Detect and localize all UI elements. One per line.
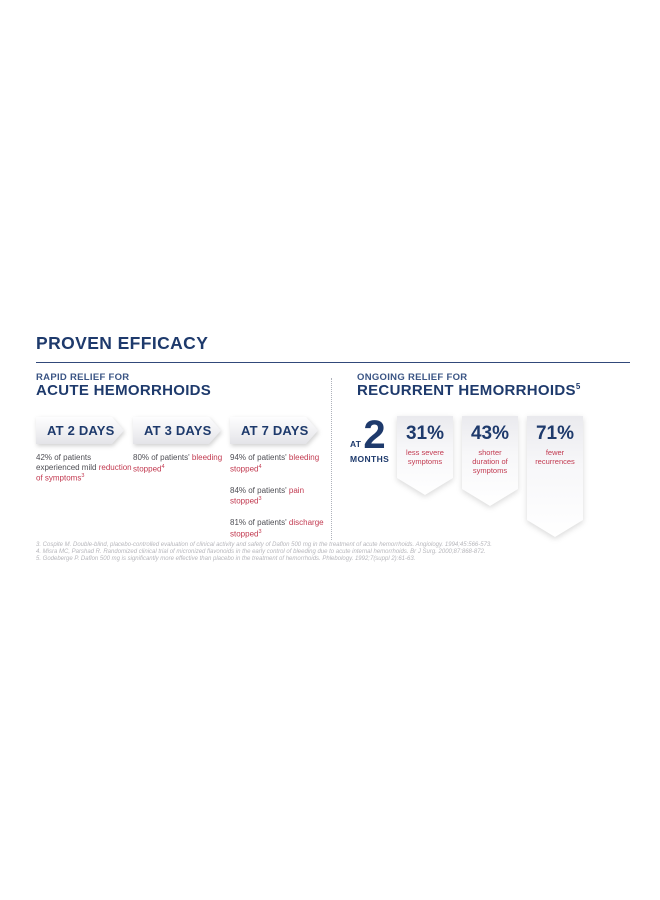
claim-plain: 84% of patients' — [230, 485, 289, 495]
pennant-percentage: 43% — [470, 423, 510, 444]
banner-at-7-days: AT 7 DAYS — [230, 417, 318, 444]
reference-3: 3. Cospite M. Double-blind, placebo-cont… — [36, 542, 492, 548]
acute-column-3-days: AT 3 DAYS 80% of patients' bleeding stop… — [133, 417, 233, 486]
timeframe-row: AT 2 — [350, 413, 396, 457]
recurrent-heading-text: RECURRENT HEMORRHOIDS — [357, 382, 576, 399]
pennant-label: less severe symptoms — [406, 448, 444, 466]
pennant-label: fewer recurrences — [535, 448, 575, 466]
timeframe-unit: MONTHS — [350, 454, 390, 464]
timeframe-prefix: AT — [350, 439, 362, 449]
claim-text: 42% of patients experienced mild reducti… — [36, 453, 136, 483]
pennant-shorter-duration: 43% shorter duration of symptoms — [462, 416, 518, 506]
acute-column-7-days: AT 7 DAYS 94% of patients' bleeding stop… — [230, 417, 330, 551]
claim-highlight: bleeding stopped — [230, 453, 320, 474]
pennant-fewer-recurrences: 71% fewer recurrences — [527, 416, 583, 537]
pennant-percentage: 71% — [535, 423, 575, 444]
arrow-banner: AT 2 DAYS — [36, 417, 136, 444]
footnote-ref: 4 — [258, 463, 262, 470]
claim-plain: 94% of patients' — [230, 453, 289, 462]
claim-highlight: discharge stopped — [230, 518, 324, 539]
page-title: PROVEN EFFICACY — [36, 333, 209, 353]
claims-list: 42% of patients experienced mild reducti… — [36, 453, 136, 483]
claim-text: 81% of patients' discharge stopped3 — [230, 518, 330, 539]
claim-text: 80% of patients' bleeding stopped4 — [133, 453, 233, 474]
footnote-ref: 3 — [81, 473, 85, 479]
footnote-ref: 4 — [161, 463, 165, 470]
footnote-ref: 5 — [575, 382, 581, 391]
claim-plain: 81% of patients' — [230, 518, 289, 528]
reference-4: 4. Misra MC, Parshad R. Randomized clini… — [36, 549, 486, 556]
claim-plain: 80% of patients' — [133, 453, 192, 462]
reference-5: 5. Godeberge P. Daflon 500 mg is signifi… — [36, 556, 416, 563]
acute-column-2-days: AT 2 DAYS 42% of patients experienced mi… — [36, 417, 136, 495]
claim-plain: 42% of patients experienced mild — [36, 453, 99, 472]
header-divider-line — [36, 362, 630, 363]
footnote-ref: 3 — [258, 496, 262, 503]
claim-text: 94% of patients' bleeding stopped4 — [230, 453, 330, 474]
acute-heading-text: ACUTE HEMORRHOIDS — [36, 382, 212, 399]
footnote-ref: 3 — [258, 528, 262, 535]
arrow-banner: AT 3 DAYS — [133, 417, 233, 444]
claims-list: 80% of patients' bleeding stopped4 — [133, 453, 233, 474]
acute-section-heading: ACUTE HEMORRHOIDS — [36, 382, 211, 399]
claim-highlight: pain stopped — [230, 485, 305, 506]
arrow-banner: AT 7 DAYS — [230, 417, 330, 444]
claims-list: 94% of patients' bleeding stopped4 84% o… — [230, 453, 330, 539]
timeframe-value: 2 — [363, 413, 386, 457]
claim-highlight: bleeding stopped — [133, 453, 223, 474]
banner-at-3-days: AT 3 DAYS — [133, 417, 221, 444]
section-dotted-divider — [331, 378, 332, 540]
pennant-less-severe-symptoms: 31% less severe symptoms — [397, 416, 453, 495]
claim-highlight: reduction of symptoms — [36, 462, 132, 483]
banner-at-2-days: AT 2 DAYS — [36, 417, 124, 444]
recurrent-section-heading: RECURRENT HEMORRHOIDS5 — [357, 382, 581, 399]
pennant-percentage: 31% — [405, 423, 445, 444]
pennant-label: shorter duration of symptoms — [472, 448, 508, 475]
recurrent-section-eyebrow: ONGOING RELIEF FOR — [357, 372, 468, 383]
timeframe-block: AT 2 MONTHS — [350, 413, 396, 464]
acute-section-eyebrow: RAPID RELIEF FOR — [36, 372, 130, 383]
pennant-shape: 71% fewer recurrences — [527, 416, 583, 537]
claim-text: 84% of patients' pain stopped3 — [230, 486, 330, 507]
pennant-shape: 43% shorter duration of symptoms — [462, 416, 518, 506]
pennant-shape: 31% less severe symptoms — [397, 416, 453, 495]
references-block: 3. Cospite M. Double-blind, placebo-cont… — [36, 542, 596, 564]
